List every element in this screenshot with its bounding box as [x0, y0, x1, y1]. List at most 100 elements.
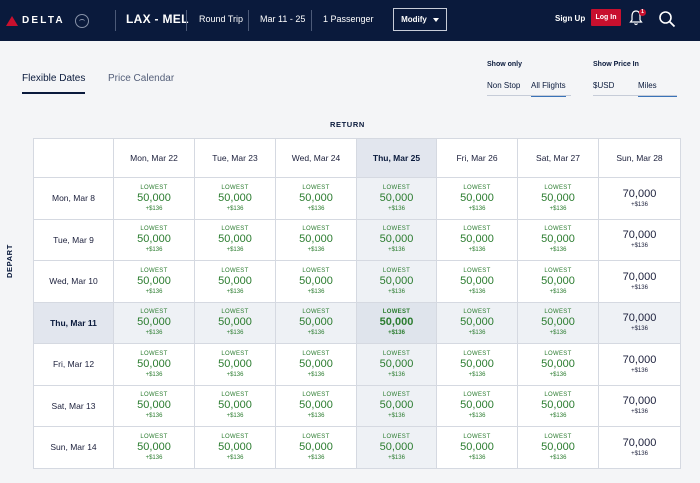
- fare-cell[interactable]: LOWEST 50,000 +$136: [195, 302, 276, 344]
- fare-cell[interactable]: LOWEST 50,000 +$136: [276, 219, 357, 261]
- modify-button[interactable]: Modify: [393, 8, 447, 31]
- fare-cell[interactable]: LOWEST 50,000 +$136: [357, 261, 437, 303]
- fare-cell[interactable]: LOWEST 50,000 +$136: [195, 427, 276, 469]
- fare-cell[interactable]: 70,000 +$136: [599, 178, 681, 220]
- lowest-badge: LOWEST: [140, 267, 168, 274]
- bell-icon[interactable]: [629, 9, 643, 26]
- fare-tax: +$136: [226, 247, 244, 254]
- fare-cell[interactable]: LOWEST 50,000 +$136: [276, 385, 357, 427]
- fare-cell[interactable]: LOWEST 50,000 +$136: [114, 302, 195, 344]
- lowest-badge: LOWEST: [382, 350, 411, 357]
- grid-corner: [34, 139, 114, 178]
- fare-cell[interactable]: LOWEST 50,000 +$136: [357, 344, 437, 386]
- fare-cell[interactable]: LOWEST 50,000 +$136: [518, 261, 599, 303]
- fare-miles: 50,000: [299, 233, 333, 246]
- depart-axis-label: DEPART: [5, 244, 14, 278]
- fare-cell[interactable]: LOWEST 50,000 +$136: [357, 302, 437, 344]
- fare-tax: +$136: [549, 205, 567, 212]
- fare-cell[interactable]: LOWEST 50,000 +$136: [357, 219, 437, 261]
- price-usd-option[interactable]: $USD: [593, 81, 615, 90]
- fare-cell[interactable]: 70,000 +$136: [599, 344, 681, 386]
- fare-cell[interactable]: LOWEST 50,000 +$136: [195, 344, 276, 386]
- fare-cell[interactable]: LOWEST 50,000 +$136: [195, 178, 276, 220]
- fare-cell[interactable]: LOWEST 50,000 +$136: [357, 385, 437, 427]
- price-miles-option[interactable]: Miles: [638, 81, 677, 97]
- return-date-header[interactable]: Sat, Mar 27: [518, 139, 599, 178]
- fare-cell[interactable]: LOWEST 50,000 +$136: [114, 261, 195, 303]
- lowest-badge: LOWEST: [221, 309, 249, 316]
- fare-miles: 50,000: [218, 399, 252, 412]
- return-date-header[interactable]: Fri, Mar 26: [437, 139, 518, 178]
- return-date-header[interactable]: Thu, Mar 25: [357, 139, 437, 178]
- return-date-header[interactable]: Wed, Mar 24: [276, 139, 357, 178]
- fare-cell[interactable]: LOWEST 50,000 +$136: [437, 427, 518, 469]
- fare-cell[interactable]: LOWEST 50,000 +$136: [276, 427, 357, 469]
- fare-tax: +$136: [388, 454, 405, 461]
- lowest-badge: LOWEST: [382, 392, 411, 399]
- filter-non-stop[interactable]: Non Stop: [487, 81, 521, 90]
- fare-cell[interactable]: LOWEST 50,000 +$136: [437, 178, 518, 220]
- search-icon[interactable]: [658, 10, 676, 28]
- fare-cell[interactable]: LOWEST 50,000 +$136: [518, 344, 599, 386]
- fare-cell[interactable]: LOWEST 50,000 +$136: [437, 385, 518, 427]
- fare-cell[interactable]: LOWEST 50,000 +$136: [518, 385, 599, 427]
- fare-tax: +$136: [549, 288, 567, 295]
- fare-cell[interactable]: 70,000 +$136: [599, 385, 681, 427]
- fare-miles: 50,000: [460, 274, 494, 287]
- fare-cell[interactable]: 70,000 +$136: [599, 261, 681, 303]
- fare-cell[interactable]: LOWEST 50,000 +$136: [114, 344, 195, 386]
- fare-cell[interactable]: LOWEST 50,000 +$136: [276, 178, 357, 220]
- return-date-header[interactable]: Sun, Mar 28: [599, 139, 681, 178]
- fare-cell[interactable]: LOWEST 50,000 +$136: [195, 385, 276, 427]
- return-date-header[interactable]: Tue, Mar 23: [195, 139, 276, 178]
- fare-miles: 50,000: [541, 191, 575, 204]
- lowest-badge: LOWEST: [382, 267, 411, 274]
- fare-miles: 50,000: [460, 357, 494, 370]
- fare-cell[interactable]: LOWEST 50,000 +$136: [518, 302, 599, 344]
- delta-logo[interactable]: DELTA: [6, 0, 89, 41]
- fare-cell[interactable]: LOWEST 50,000 +$136: [518, 178, 599, 220]
- lowest-badge: LOWEST: [544, 267, 572, 274]
- fare-tax: +$136: [307, 413, 325, 420]
- depart-date-header[interactable]: Thu, Mar 11: [34, 302, 114, 344]
- lowest-badge: LOWEST: [382, 433, 411, 440]
- depart-date-header[interactable]: Sat, Mar 13: [34, 385, 114, 427]
- depart-date-header[interactable]: Tue, Mar 9: [34, 219, 114, 261]
- depart-date-header[interactable]: Sun, Mar 14: [34, 427, 114, 469]
- fare-tax: +$136: [468, 330, 486, 337]
- filter-all-flights[interactable]: All Flights: [531, 81, 566, 97]
- depart-date-header[interactable]: Fri, Mar 12: [34, 344, 114, 386]
- fare-cell[interactable]: LOWEST 50,000 +$136: [357, 178, 437, 220]
- fare-cell[interactable]: 70,000 +$136: [599, 302, 681, 344]
- fare-cell[interactable]: LOWEST 50,000 +$136: [276, 344, 357, 386]
- sign-up-link[interactable]: Sign Up: [555, 14, 586, 23]
- fare-cell[interactable]: LOWEST 50,000 +$136: [518, 219, 599, 261]
- skyteam-seal-icon: [74, 13, 89, 28]
- fare-cell[interactable]: LOWEST 50,000 +$136: [437, 219, 518, 261]
- fare-cell[interactable]: LOWEST 50,000 +$136: [114, 219, 195, 261]
- fare-cell[interactable]: LOWEST 50,000 +$136: [276, 261, 357, 303]
- lowest-badge: LOWEST: [544, 184, 572, 191]
- fare-cell[interactable]: 70,000 +$136: [599, 219, 681, 261]
- depart-date-header[interactable]: Wed, Mar 10: [34, 261, 114, 303]
- lowest-badge: LOWEST: [302, 433, 330, 440]
- fare-cell[interactable]: 70,000 +$136: [599, 427, 681, 469]
- fare-cell[interactable]: LOWEST 50,000 +$136: [437, 344, 518, 386]
- fare-cell[interactable]: LOWEST 50,000 +$136: [518, 427, 599, 469]
- fare-cell[interactable]: LOWEST 50,000 +$136: [437, 302, 518, 344]
- fare-cell[interactable]: LOWEST 50,000 +$136: [276, 302, 357, 344]
- return-date-header[interactable]: Mon, Mar 22: [114, 139, 195, 178]
- fare-cell[interactable]: LOWEST 50,000 +$136: [437, 261, 518, 303]
- tab-price-calendar[interactable]: Price Calendar: [108, 73, 175, 84]
- depart-date-header[interactable]: Mon, Mar 8: [34, 178, 114, 220]
- log-in-button[interactable]: Log In: [591, 9, 621, 26]
- fare-cell[interactable]: LOWEST 50,000 +$136: [357, 427, 437, 469]
- fare-cell[interactable]: LOWEST 50,000 +$136: [114, 427, 195, 469]
- tab-flexible-dates[interactable]: Flexible Dates: [22, 73, 86, 94]
- fare-miles: 50,000: [379, 316, 414, 329]
- fare-cell[interactable]: LOWEST 50,000 +$136: [114, 178, 195, 220]
- fare-cell[interactable]: LOWEST 50,000 +$136: [195, 219, 276, 261]
- fare-miles: 50,000: [379, 233, 414, 246]
- fare-cell[interactable]: LOWEST 50,000 +$136: [195, 261, 276, 303]
- fare-cell[interactable]: LOWEST 50,000 +$136: [114, 385, 195, 427]
